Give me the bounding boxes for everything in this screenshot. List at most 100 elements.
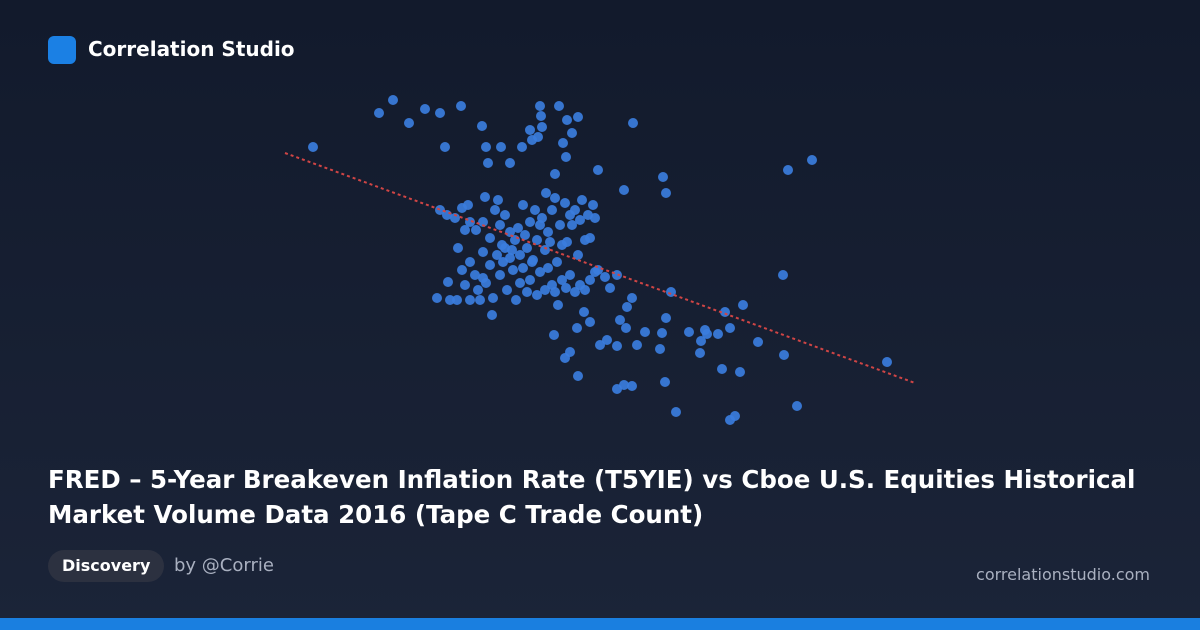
point	[565, 270, 575, 280]
point	[435, 205, 445, 215]
bottom-bar	[0, 618, 1200, 630]
point	[717, 364, 727, 374]
point	[463, 200, 473, 210]
point	[555, 220, 565, 230]
point	[779, 350, 789, 360]
point	[435, 108, 445, 118]
point	[684, 327, 694, 337]
point	[657, 328, 667, 338]
point	[570, 287, 580, 297]
tag[interactable]: Discovery	[48, 550, 165, 582]
point	[792, 401, 802, 411]
point	[388, 95, 398, 105]
point	[615, 315, 625, 325]
title: FRED – 5-Year Breakeven Inflation Rate (…	[48, 465, 1136, 529]
point	[502, 285, 512, 295]
point	[532, 235, 542, 245]
point	[308, 142, 318, 152]
site: correlationstudio.com	[976, 565, 1150, 584]
point	[471, 225, 481, 235]
point	[500, 243, 510, 253]
point	[515, 278, 525, 288]
point	[562, 237, 572, 247]
trendline	[284, 152, 916, 384]
point	[621, 323, 631, 333]
point	[513, 223, 523, 233]
point	[550, 169, 560, 179]
point	[561, 283, 571, 293]
point	[553, 300, 563, 310]
point	[661, 313, 671, 323]
chart	[284, 95, 916, 425]
point	[622, 302, 632, 312]
point	[541, 188, 551, 198]
point	[450, 213, 460, 223]
point	[480, 192, 490, 202]
point	[807, 155, 817, 165]
point	[580, 285, 590, 295]
point	[695, 348, 705, 358]
point	[702, 329, 712, 339]
point	[535, 267, 545, 277]
point	[518, 263, 528, 273]
point	[561, 152, 571, 162]
point	[558, 138, 568, 148]
point	[573, 250, 583, 260]
point	[525, 275, 535, 285]
point	[517, 142, 527, 152]
point	[530, 205, 540, 215]
point	[550, 287, 560, 297]
point	[537, 122, 547, 132]
point	[619, 380, 629, 390]
point	[475, 295, 485, 305]
point	[496, 142, 506, 152]
point	[590, 213, 600, 223]
point	[483, 158, 493, 168]
point	[738, 300, 748, 310]
point	[478, 217, 488, 227]
point	[505, 158, 515, 168]
point	[445, 295, 455, 305]
point	[666, 287, 676, 297]
point	[627, 293, 637, 303]
point	[525, 217, 535, 227]
point	[487, 310, 497, 320]
point	[485, 260, 495, 270]
point	[560, 198, 570, 208]
point	[550, 193, 560, 203]
point	[522, 243, 532, 253]
logo	[48, 36, 76, 64]
point	[432, 293, 442, 303]
point	[593, 165, 603, 175]
point	[478, 247, 488, 257]
point	[440, 142, 450, 152]
point	[595, 340, 605, 350]
point	[628, 118, 638, 128]
point	[605, 283, 615, 293]
point	[420, 104, 430, 114]
point	[495, 270, 505, 280]
point	[588, 200, 598, 210]
point	[627, 381, 637, 391]
point	[543, 263, 553, 273]
point	[753, 337, 763, 347]
point	[500, 210, 510, 220]
point	[658, 172, 668, 182]
point	[730, 411, 740, 421]
point	[783, 165, 793, 175]
point	[554, 101, 564, 111]
point	[713, 329, 723, 339]
point	[725, 323, 735, 333]
point	[572, 323, 582, 333]
point	[660, 377, 670, 387]
point	[456, 101, 466, 111]
point	[567, 220, 577, 230]
point	[567, 128, 577, 138]
point	[882, 357, 892, 367]
point	[465, 257, 475, 267]
author[interactable]: by @Corrie	[174, 555, 274, 576]
point	[655, 344, 665, 354]
point	[565, 347, 575, 357]
point	[525, 125, 535, 135]
point	[470, 270, 480, 280]
